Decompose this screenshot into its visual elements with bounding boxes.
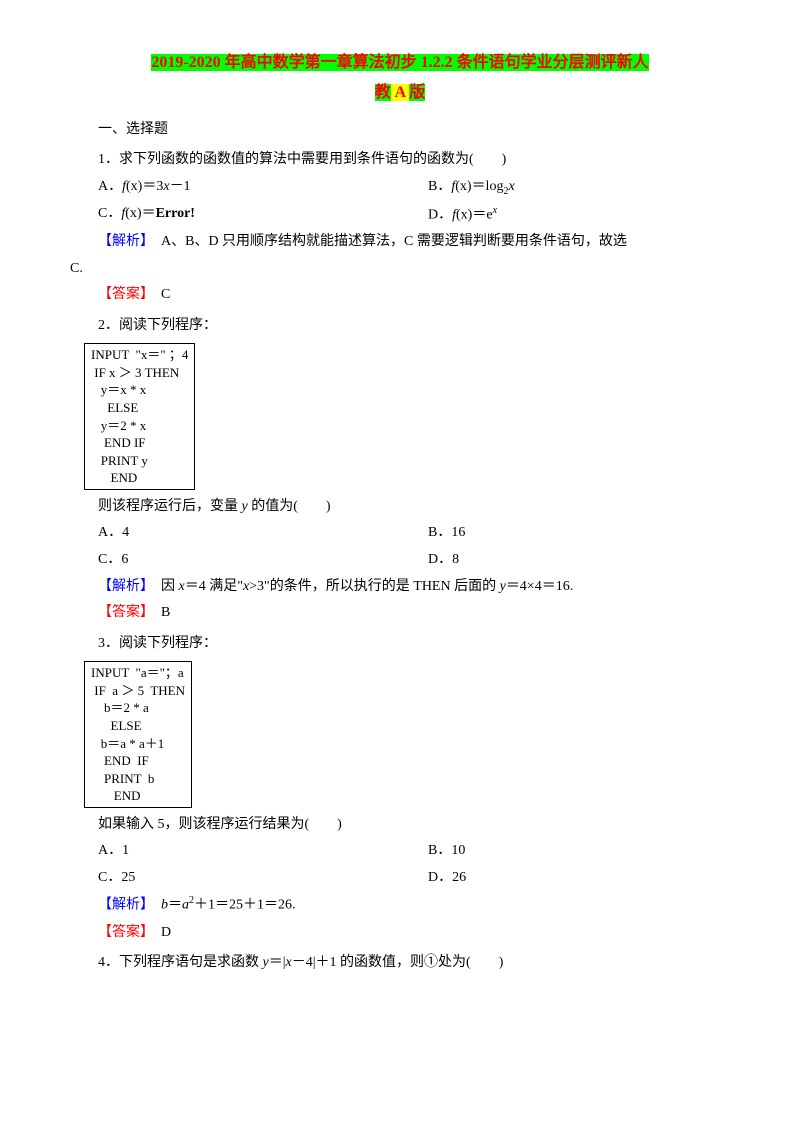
code-line: END IF [91,752,185,770]
code-line: END IF [91,434,188,452]
q4-stem: 4．下列程序语句是求函数 y＝|x－4|＋1 的函数值，则①处为( ) [70,950,730,977]
title-line2c: 版 [409,84,425,101]
q1-answer: 【答案】 C [70,282,730,309]
answer-label: 【答案】 [98,925,147,940]
answer-label: 【答案】 [98,287,147,302]
analysis-label: 【解析】 [98,234,147,249]
section-heading: 一、选择题 [70,117,730,144]
page-title: 2019-2020 年高中数学第一章算法初步 1.2.2 条件语句学业分层测评新… [70,48,730,109]
q3-opts-row1: A．1 B．10 [70,838,730,865]
q3-answer: 【答案】 D [70,920,730,947]
q3-optC: C．25 [70,865,400,892]
code-line: y＝x * x [91,381,188,399]
q1-opts-row2: C．f(x)＝Error! D．f(x)＝ex [70,201,730,229]
title-line2a: 教 [375,84,391,101]
code-line: INPUT "a＝"；a [91,664,185,682]
q2-optC: C．6 [70,547,400,574]
q1-optD: D．f(x)＝ex [400,201,730,229]
q2-answer: 【答案】 B [70,600,730,627]
q2-after: 则该程序运行后，变量 y 的值为( ) [70,494,730,521]
code-line: y＝2 * x [91,417,188,435]
q2-stem: 2．阅读下列程序： [70,313,730,340]
title-line1: 2019-2020 年高中数学第一章算法初步 1.2.2 条件语句学业分层测评新… [151,54,648,71]
q1-optB: B．f(x)＝log2x [400,174,730,201]
q2-opts-row1: A．4 B．16 [70,520,730,547]
code-line: IF x ＞ 3 THEN [91,364,188,382]
q3-optA: A．1 [70,838,400,865]
q3-optB: B．10 [400,838,730,865]
code-line: b＝a * a＋1 [91,735,185,753]
q1-analysis-tail: C. [70,256,730,283]
q1-optC: C．f(x)＝Error! [70,201,400,229]
q3-stem: 3．阅读下列程序： [70,631,730,658]
code-line: IF a ＞ 5 THEN [91,682,185,700]
q3-after: 如果输入 5，则该程序运行结果为( ) [70,812,730,839]
q1-optA: A．f(x)＝3x－1 [70,174,400,201]
q1-stem: 1．求下列函数的函数值的算法中需要用到条件语句的函数为( ) [70,147,730,174]
code-line: ELSE [91,399,188,417]
q3-optD: D．26 [400,865,730,892]
code-line: PRINT y [91,452,188,470]
q3-opts-row2: C．25 D．26 [70,865,730,892]
q3-analysis: 【解析】 b＝a2＋1＝25＋1＝26. [70,891,730,919]
q2-codebox: INPUT "x＝" ；4 IF x ＞ 3 THEN y＝x * x ELSE… [84,343,195,489]
analysis-label: 【解析】 [98,579,147,594]
answer-label: 【答案】 [98,605,147,620]
q2-optA: A．4 [70,520,400,547]
code-line: ELSE [91,717,185,735]
code-line: b＝2 * a [91,699,185,717]
q1-analysis: 【解析】 A、B、D 只用顺序结构就能描述算法，C 需要逻辑判断要用条件语句，故… [70,229,730,256]
q3-codebox: INPUT "a＝"；a IF a ＞ 5 THEN b＝2 * a ELSE … [84,661,192,807]
code-line: INPUT "x＝" ；4 [91,346,188,364]
analysis-label: 【解析】 [98,898,147,913]
code-line: END [91,469,188,487]
q2-opts-row2: C．6 D．8 [70,547,730,574]
title-line2b: A [391,84,410,101]
code-line: END [91,787,185,805]
code-line: PRINT b [91,770,185,788]
q2-optD: D．8 [400,547,730,574]
q2-optB: B．16 [400,520,730,547]
q2-analysis: 【解析】 因 x＝4 满足"x>3"的条件，所以执行的是 THEN 后面的 y＝… [70,574,730,601]
q1-opts-row1: A．f(x)＝3x－1 B．f(x)＝log2x [70,174,730,201]
